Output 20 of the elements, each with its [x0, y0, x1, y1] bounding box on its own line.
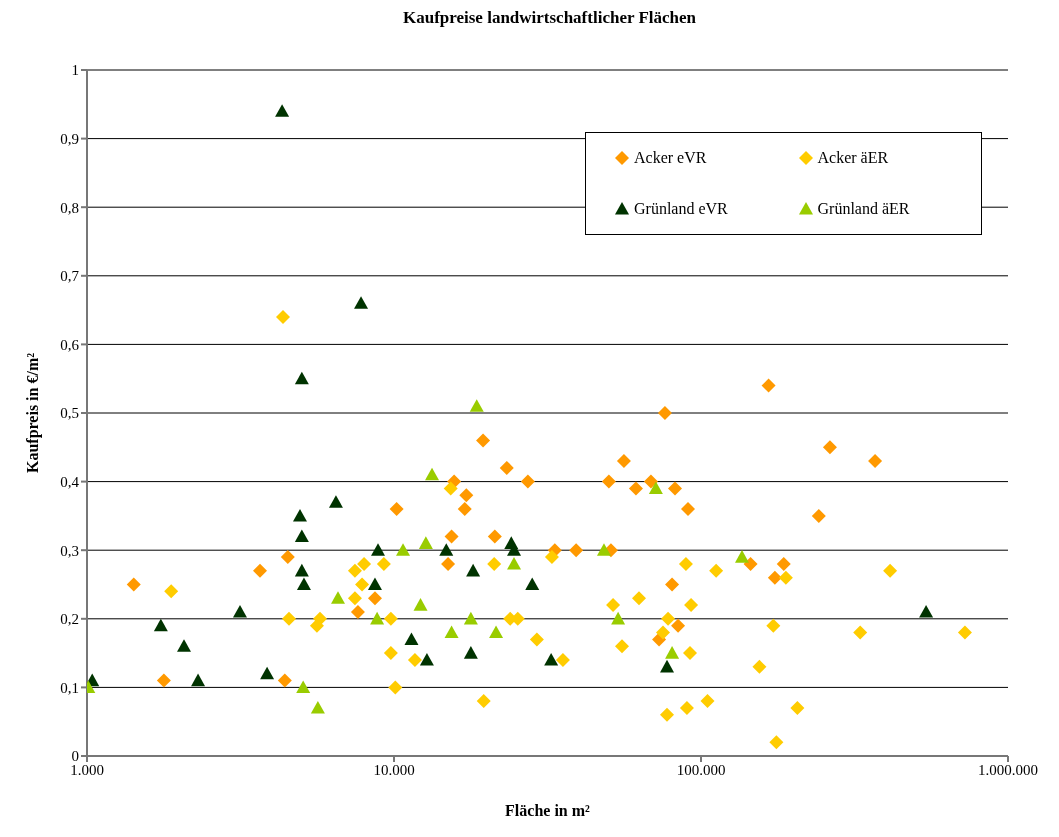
y-tick-label: 0,8: [60, 199, 79, 216]
y-tick-label: 0,3: [60, 542, 79, 559]
legend-label: Acker eVR: [634, 149, 707, 168]
y-tick-label: 0,7: [60, 268, 80, 285]
y-tick-label: 0,5: [60, 405, 79, 422]
y-tick-label: 0,1: [60, 679, 79, 696]
y-tick-label: 0,9: [60, 130, 79, 147]
y-axis-title: Kaufpreis in €/m²: [23, 352, 42, 474]
legend-label: Acker äER: [817, 149, 889, 168]
y-tick-label: 0,4: [60, 473, 80, 490]
y-tick-label: 0,2: [60, 611, 79, 628]
x-tick-label: 10.000: [373, 761, 415, 778]
y-tick-label: 0,6: [60, 336, 80, 353]
x-tick-label: 1.000.000: [978, 761, 1038, 778]
x-axis-title: Fläche in m²: [505, 802, 591, 819]
legend-label: Grünland eVR: [634, 199, 728, 218]
legend-label: Grünland äER: [817, 199, 910, 218]
y-tick-label: 1: [71, 62, 79, 79]
x-tick-label: 100.000: [676, 761, 726, 778]
chart-title: Kaufpreise landwirtschaftlicher Flächen: [401, 8, 698, 29]
